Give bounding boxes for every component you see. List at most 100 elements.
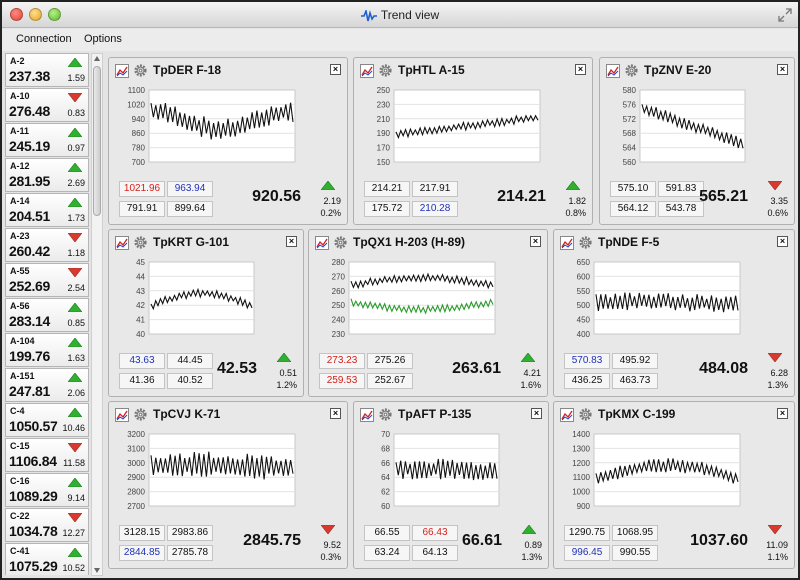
- up-arrow-icon: [68, 408, 82, 417]
- current-price: 565.21: [699, 188, 748, 205]
- instrument-name: A-55: [10, 266, 30, 276]
- instrument-item-a-14[interactable]: A-14 204.51 1.73: [5, 193, 89, 227]
- instrument-item-c-22[interactable]: C-22 1034.78 12.27: [5, 508, 89, 542]
- sidebar-scrollbar[interactable]: [91, 53, 103, 576]
- minimize-window-button[interactable]: [29, 8, 42, 21]
- panel-close-button[interactable]: ×: [777, 64, 788, 75]
- price-change: 1.82: [568, 196, 586, 206]
- chart-type-icon[interactable]: [560, 236, 574, 250]
- chart-type-icon[interactable]: [606, 64, 620, 78]
- panel-title: TpKMX C-199: [598, 407, 676, 421]
- y-tick-label: 600: [577, 272, 591, 281]
- gear-icon[interactable]: [133, 235, 148, 250]
- instrument-item-a-2[interactable]: A-2 237.38 1.59: [5, 53, 89, 87]
- instrument-item-a-11[interactable]: A-11 245.19 0.97: [5, 123, 89, 157]
- price-change-percent: 0.2%: [320, 208, 341, 218]
- instrument-item-a-10[interactable]: A-10 276.48 0.83: [5, 88, 89, 122]
- chart-type-icon[interactable]: [115, 236, 129, 250]
- series-line: [595, 458, 739, 484]
- gear-icon[interactable]: [624, 63, 639, 78]
- panel-close-button[interactable]: ×: [530, 236, 541, 247]
- panel-close-button[interactable]: ×: [330, 64, 341, 75]
- panel-close-button[interactable]: ×: [575, 64, 586, 75]
- chart-type-icon[interactable]: [360, 408, 374, 422]
- price-change-percent: 1.2%: [276, 380, 297, 390]
- chart-type-icon[interactable]: [115, 64, 129, 78]
- instrument-item-a-56[interactable]: A-56 283.14 0.85: [5, 298, 89, 332]
- instrument-price: 1089.29: [9, 488, 58, 504]
- menu-connection[interactable]: Connection: [16, 33, 72, 45]
- trend-chart: 650 600 550 500 450 400: [577, 258, 741, 339]
- price-change: 11.09: [766, 540, 788, 550]
- gear-icon[interactable]: [578, 235, 593, 250]
- instrument-change: 10.52: [62, 563, 85, 573]
- instrument-item-a-151[interactable]: A-151 247.81 2.06: [5, 368, 89, 402]
- panel-close-button[interactable]: ×: [777, 236, 788, 247]
- y-tick-label: 250: [377, 86, 391, 95]
- chart-panel-9: TpKMX C-199 × 1400 1300 1200 1100 1000 900 1290.…: [553, 401, 795, 569]
- instrument-price: 237.38: [9, 68, 51, 84]
- maximize-window-button[interactable]: [48, 8, 61, 21]
- fullscreen-icon[interactable]: [778, 8, 792, 22]
- window-title: Trend view: [380, 8, 440, 22]
- instrument-item-a-104[interactable]: A-104 199.76 1.63: [5, 333, 89, 367]
- chart-type-icon[interactable]: [115, 408, 129, 422]
- gear-icon[interactable]: [378, 407, 393, 422]
- up-arrow-icon: [68, 478, 82, 487]
- chart-panel-3: TpZNV E-20 × 580 576 572 568 564 560 575.10 591.8…: [599, 57, 795, 225]
- series-line: [641, 104, 744, 149]
- y-tick-label: 210: [377, 115, 391, 124]
- value-box: 990.55: [612, 545, 658, 561]
- price-change-percent: 1.6%: [520, 380, 541, 390]
- instrument-item-a-23[interactable]: A-23 260.42 1.18: [5, 228, 89, 262]
- instrument-item-c-15[interactable]: C-15 1106.84 11.58: [5, 438, 89, 472]
- y-tick-label: 450: [577, 316, 591, 325]
- scroll-thumb[interactable]: [93, 66, 101, 216]
- chart-panel-5: TpQX1 H-203 (H-89) × 280 270 260 250 240 230 273…: [308, 229, 548, 397]
- value-box: 41.36: [119, 373, 165, 389]
- panel-close-button[interactable]: ×: [531, 408, 542, 419]
- instrument-name: A-151: [10, 371, 35, 381]
- gear-icon[interactable]: [133, 407, 148, 422]
- y-tick-label: 1000: [572, 488, 590, 497]
- panel-title: TpKRT G-101: [153, 235, 230, 249]
- down-arrow-icon: [68, 443, 82, 452]
- close-window-button[interactable]: [10, 8, 23, 21]
- instrument-change: 1.63: [67, 353, 85, 363]
- value-box: 64.13: [412, 545, 458, 561]
- instrument-change: 2.54: [67, 283, 85, 293]
- gear-icon[interactable]: [333, 235, 348, 250]
- instrument-item-a-55[interactable]: A-55 252.69 2.54: [5, 263, 89, 297]
- panel-close-button[interactable]: ×: [777, 408, 788, 419]
- value-box: 963.94: [167, 181, 213, 197]
- price-change-percent: 0.3%: [320, 552, 341, 562]
- panel-title: TpCVJ K-71: [153, 407, 221, 421]
- instrument-change: 0.97: [67, 143, 85, 153]
- instrument-item-c-16[interactable]: C-16 1089.29 9.14: [5, 473, 89, 507]
- up-arrow-icon: [566, 181, 580, 190]
- chart-type-icon[interactable]: [315, 236, 329, 250]
- instrument-item-c-41[interactable]: C-41 1075.29 10.52: [5, 543, 89, 575]
- value-box: 2785.78: [167, 545, 213, 561]
- gear-icon[interactable]: [133, 63, 148, 78]
- gear-icon[interactable]: [578, 407, 593, 422]
- instrument-item-a-12[interactable]: A-12 281.95 2.69: [5, 158, 89, 192]
- instrument-change: 2.69: [67, 178, 85, 188]
- chart-type-icon[interactable]: [560, 408, 574, 422]
- current-price: 2845.75: [243, 532, 301, 549]
- instrument-name: C-4: [10, 406, 25, 416]
- panel-close-button[interactable]: ×: [330, 408, 341, 419]
- instrument-item-c-4[interactable]: C-4 1050.57 10.46: [5, 403, 89, 437]
- chart-type-icon[interactable]: [360, 64, 374, 78]
- scroll-up-arrow-icon[interactable]: [94, 56, 100, 61]
- scroll-down-arrow-icon[interactable]: [94, 568, 100, 573]
- price-change: 6.28: [770, 368, 788, 378]
- gear-icon[interactable]: [378, 63, 393, 78]
- panel-title: TpQX1 H-203 (H-89): [353, 235, 466, 249]
- down-arrow-icon: [68, 268, 82, 277]
- panel-close-button[interactable]: ×: [286, 236, 297, 247]
- y-tick-label: 240: [332, 316, 346, 325]
- menu-options[interactable]: Options: [84, 33, 122, 45]
- value-box: 63.24: [364, 545, 410, 561]
- instrument-price: 1075.29: [9, 558, 58, 574]
